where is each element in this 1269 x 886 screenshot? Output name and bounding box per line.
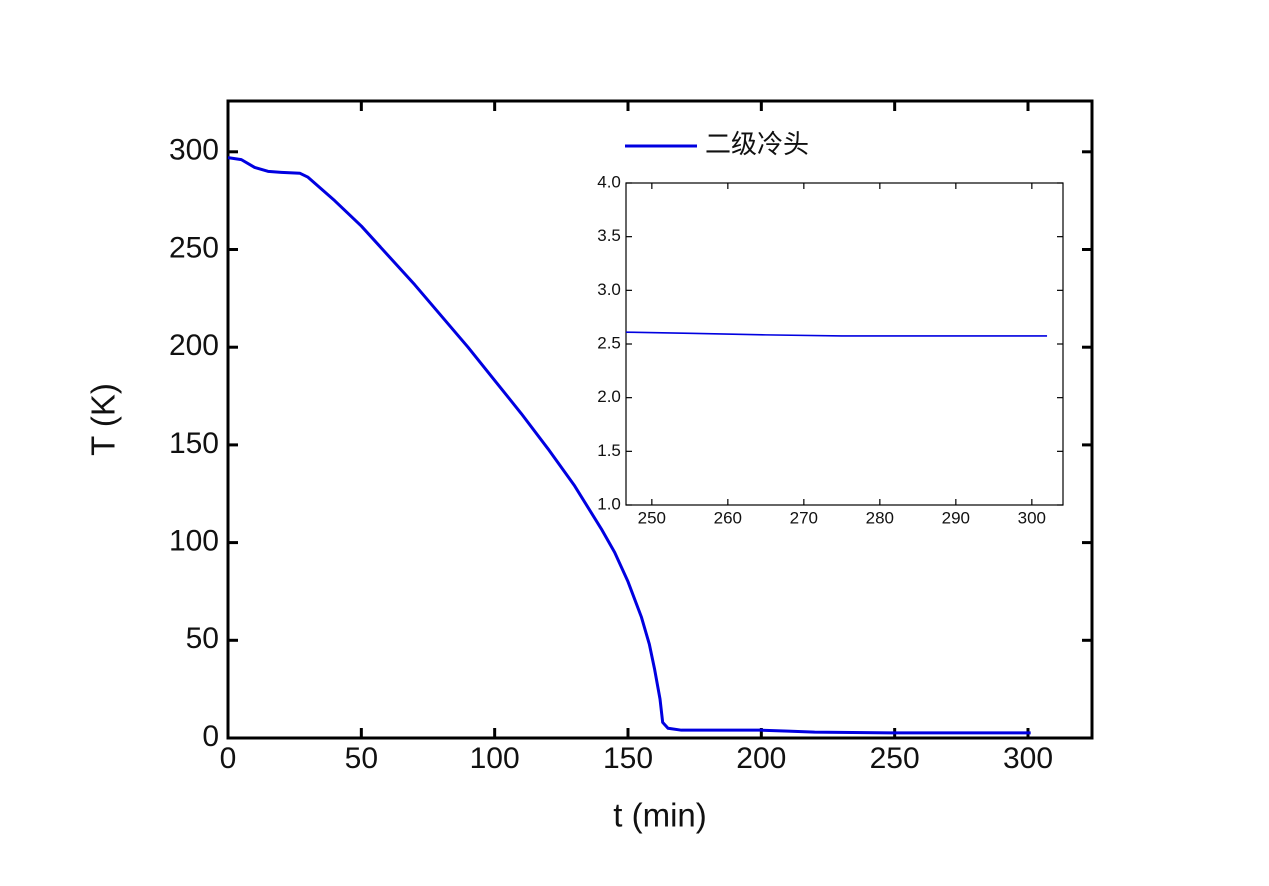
x-tick-label: 260	[714, 509, 742, 528]
x-tick-label: 150	[603, 742, 653, 775]
y-tick-label: 50	[186, 622, 219, 655]
y-tick-label: 150	[169, 427, 219, 460]
x-tick-label: 300	[1003, 742, 1053, 775]
plot-frame	[226, 99, 1094, 740]
y-tick-label: 2.5	[597, 333, 621, 352]
y-axis-label: T (K)	[85, 383, 122, 456]
x-tick-label: 280	[866, 509, 894, 528]
x-tick-label: 270	[790, 509, 818, 528]
x-tick-label: 250	[870, 742, 920, 775]
y-tick-label: 200	[169, 329, 219, 362]
y-tick-label: 300	[169, 134, 219, 167]
y-tick-label: 100	[169, 525, 219, 558]
x-tick-label: 200	[736, 742, 786, 775]
y-tick-label: 250	[169, 231, 219, 264]
x-tick-label: 50	[345, 742, 378, 775]
y-tick-label: 3.0	[597, 280, 621, 299]
y-tick-label: 4.0	[597, 172, 621, 191]
y-tick-label: 0	[202, 720, 219, 753]
legend-label: 二级冷头	[705, 129, 809, 159]
plot-frame	[625, 182, 1064, 506]
x-tick-label: 0	[220, 742, 237, 775]
x-tick-label: 250	[638, 509, 666, 528]
y-tick-label: 1.0	[597, 494, 621, 513]
series-line	[227, 156, 1031, 735]
x-tick-label: 100	[470, 742, 520, 775]
x-tick-label: 290	[942, 509, 970, 528]
x-tick-label: 300	[1018, 509, 1046, 528]
y-tick-label: 2.0	[597, 387, 621, 406]
series-line	[625, 331, 1048, 337]
y-tick-label: 1.5	[597, 441, 621, 460]
y-tick-label: 3.5	[597, 226, 621, 245]
x-axis-label: t (min)	[613, 797, 707, 834]
